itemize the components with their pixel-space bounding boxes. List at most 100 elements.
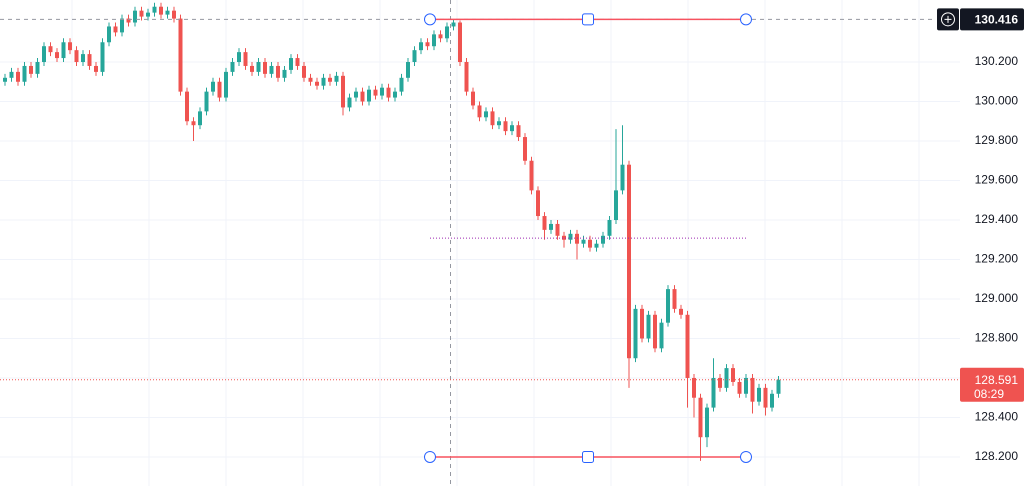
candle-body [672, 289, 677, 309]
y-tick-label: 129.200 [975, 252, 1019, 266]
candle-body [464, 62, 469, 92]
candle-body [633, 308, 638, 359]
candle-body [295, 58, 300, 66]
candle-body [146, 12, 150, 17]
candle-body [549, 223, 553, 230]
candle-body [523, 137, 527, 161]
candle-body [627, 164, 631, 359]
y-tick-label: 129.600 [975, 173, 1019, 187]
candle-body [646, 314, 651, 339]
candle-body [399, 77, 404, 92]
candle-body [640, 308, 644, 339]
candle-body [55, 52, 59, 59]
candle-body [516, 125, 521, 138]
range-handle[interactable] [740, 450, 752, 463]
candle-body [594, 243, 599, 248]
candle-body [48, 46, 53, 53]
range-handle[interactable] [424, 450, 436, 463]
candle-body [666, 289, 670, 323]
candle-body [22, 65, 27, 82]
y-tick-label: 128.200 [975, 449, 1019, 463]
candle-body [685, 314, 690, 378]
add-button[interactable] [941, 12, 955, 27]
candle-body [458, 22, 462, 63]
candle-body [373, 89, 378, 96]
candle-body [503, 121, 508, 132]
candle-body [126, 18, 131, 23]
candle-body [451, 22, 456, 27]
candle-body [744, 377, 748, 394]
last-price-bg [960, 367, 1024, 402]
candle-body [757, 387, 761, 402]
candle-body [607, 219, 612, 236]
candle-body [133, 10, 137, 23]
candle-body [529, 160, 534, 191]
candle-body [588, 239, 592, 248]
candle-body [386, 87, 391, 98]
candle-body [354, 91, 358, 98]
candle-body [718, 377, 722, 388]
candle-body [100, 42, 105, 72]
candle-body [224, 71, 228, 98]
candle-body [575, 233, 579, 244]
candle-body [484, 111, 488, 118]
y-tick-label: 129.000 [975, 291, 1019, 305]
candle-body [42, 46, 46, 63]
candle-body [432, 34, 436, 47]
candle-body [412, 50, 417, 63]
candle-body [393, 91, 397, 98]
candle-body [81, 54, 85, 63]
candle-body [737, 381, 742, 394]
candle-body [113, 26, 118, 33]
y-tick-label: 128.800 [975, 331, 1019, 345]
candle-body [61, 42, 66, 59]
candle-body [165, 10, 170, 15]
candle-body [217, 81, 222, 98]
candle-body [276, 65, 280, 78]
candle-body [263, 62, 267, 74]
candle-body [536, 190, 540, 217]
candle-body [653, 314, 657, 349]
candle-body [724, 368, 729, 388]
candle-body [120, 18, 124, 33]
range-handle[interactable] [582, 450, 594, 463]
y-tick-label: 128.400 [975, 410, 1019, 424]
candle-body [705, 407, 709, 438]
candle-body [750, 377, 755, 402]
candle-body [269, 65, 274, 74]
candle-body [776, 379, 781, 394]
candle-body [16, 71, 20, 82]
candle-body [302, 65, 306, 78]
y-tick-label: 129.400 [975, 212, 1019, 226]
candle-body [159, 6, 163, 15]
candle-body [425, 42, 430, 47]
crosshair-label-bg [960, 8, 1024, 31]
last-price-label: 128.591 [975, 373, 1019, 387]
candle-body [9, 71, 14, 78]
crosshair-label: 130.416 [975, 13, 1019, 27]
countdown-label: 08:29 [974, 387, 1004, 401]
range-handle[interactable] [740, 13, 752, 26]
y-tick-label: 129.800 [975, 133, 1019, 147]
candle-body [659, 322, 664, 349]
range-handle[interactable] [582, 13, 594, 26]
candle-body [568, 233, 573, 240]
candle-body [211, 81, 215, 92]
add-icon[interactable] [944, 15, 952, 23]
y-tick-label: 130.000 [975, 94, 1019, 108]
candle-body [152, 6, 157, 13]
candle-body [87, 54, 92, 66]
candle-body [380, 87, 384, 96]
candle-body [198, 111, 202, 126]
candle-body [178, 18, 183, 92]
candle-body [581, 239, 586, 244]
candle-body [419, 42, 423, 51]
candle-body [341, 75, 345, 108]
candle-body [308, 77, 313, 82]
candle-body [185, 91, 189, 122]
range-handle[interactable] [424, 13, 436, 26]
candle-body [191, 121, 196, 126]
candle-body [35, 62, 40, 74]
